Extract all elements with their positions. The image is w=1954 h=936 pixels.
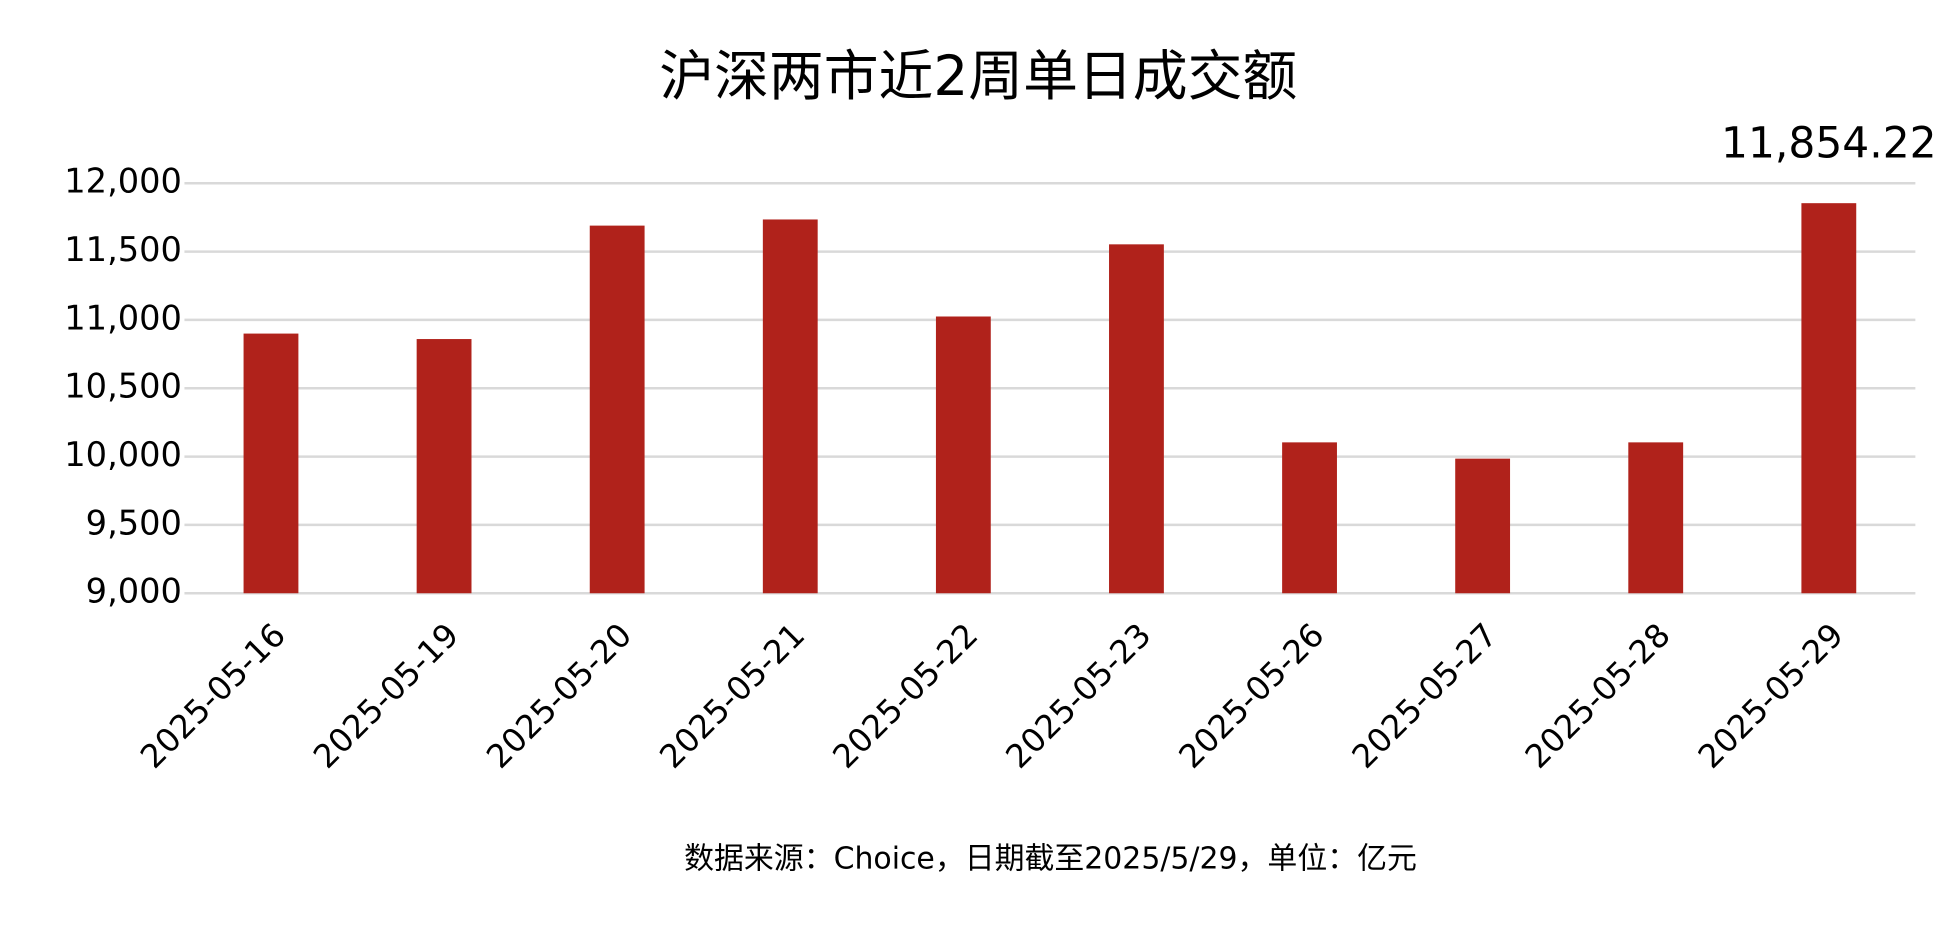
- bar: [762, 219, 818, 594]
- x-tick-label: 2025-05-20: [479, 616, 639, 776]
- bar: [416, 339, 472, 594]
- x-tick-label: 2025-05-23: [998, 616, 1158, 776]
- y-tick-label: 9,500: [86, 503, 182, 542]
- x-tick-label: 2025-05-26: [1172, 616, 1332, 776]
- value-label: 11,854.22: [1721, 118, 1937, 167]
- bar: [935, 316, 991, 594]
- x-tick-label: 2025-05-27: [1345, 616, 1505, 776]
- y-tick-label: 11,500: [64, 230, 182, 269]
- y-tick-label: 11,000: [64, 298, 182, 337]
- x-tick-label: 2025-05-19: [306, 616, 466, 776]
- chart-title: 沪深两市近2周单日成交额: [659, 44, 1297, 108]
- x-tick-label: 2025-05-16: [133, 616, 293, 776]
- bar: [1109, 244, 1164, 594]
- x-tick-label: 2025-05-28: [1518, 616, 1678, 776]
- y-tick-label: 10,500: [64, 367, 182, 406]
- bar: [1455, 458, 1511, 594]
- y-tick-label: 12,000: [64, 162, 182, 201]
- bar: [1282, 442, 1337, 594]
- bar: [589, 225, 645, 594]
- y-tick-label: 10,000: [64, 435, 182, 474]
- x-tick-label: 2025-05-22: [825, 616, 985, 776]
- bar: [1801, 203, 1857, 594]
- bar: [1628, 442, 1684, 594]
- footnote: 数据来源：Choice，日期截至2025/5/29，单位：亿元: [684, 841, 1417, 876]
- bar: [243, 333, 299, 594]
- x-tick-label: 2025-05-21: [652, 616, 812, 776]
- x-tick-label: 2025-05-29: [1691, 616, 1851, 776]
- y-tick-label: 9,000: [86, 572, 182, 611]
